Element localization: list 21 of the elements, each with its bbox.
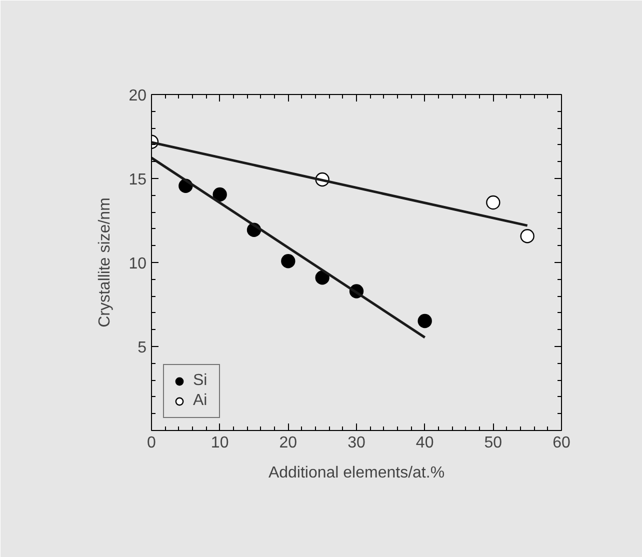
y-tick-label: 15 — [128, 172, 147, 188]
point — [418, 314, 432, 328]
x-tick-label: 30 — [348, 434, 366, 452]
legend-label: Si — [193, 372, 208, 390]
x-tick-label: 50 — [484, 434, 502, 452]
x-tick-label: 0 — [147, 434, 156, 452]
x-tick-label: 10 — [210, 434, 229, 452]
point — [212, 187, 227, 202]
point — [315, 270, 330, 285]
point — [281, 254, 296, 268]
y-tick-label: 5 — [138, 340, 147, 356]
x-tick-label: 60 — [552, 434, 570, 452]
point — [486, 195, 500, 210]
legend-label: Ai — [193, 392, 208, 410]
y-tick-label: 10 — [128, 256, 147, 272]
x-axis-title: Additional elements/at.% — [268, 464, 445, 482]
x-tick-label: 20 — [279, 434, 298, 452]
y-axis-title: Crystallite size/nm — [96, 198, 114, 328]
x-tick-label: 40 — [416, 434, 434, 452]
point — [520, 229, 534, 244]
y-tick-label: 20 — [128, 88, 147, 104]
